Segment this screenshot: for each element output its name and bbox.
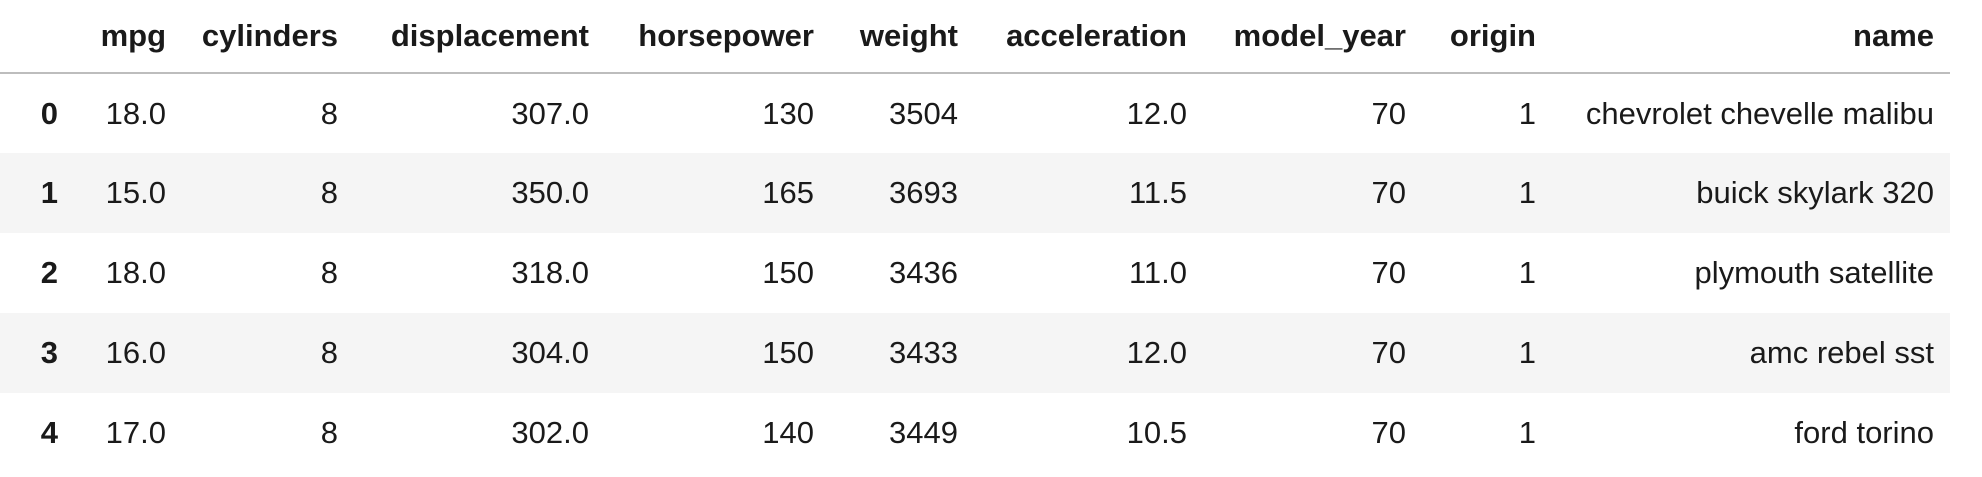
cell-weight: 3693 — [889, 175, 958, 210]
row-index: 2 — [40, 255, 58, 290]
header-row: mpg cylinders displacement horsepower we… — [0, 0, 1950, 74]
row-index: 0 — [40, 95, 58, 131]
header-acceleration: acceleration — [958, 0, 1187, 74]
header-model-year: model_year — [1187, 0, 1406, 74]
cell-displacement: 318.0 — [511, 255, 589, 290]
cell-mpg: 15.0 — [105, 175, 166, 210]
header-cylinders: cylinders — [166, 0, 338, 74]
cell-cylinders: 8 — [320, 415, 338, 450]
cell-acceleration: 11.5 — [1128, 175, 1187, 210]
cell-acceleration: 12.0 — [1126, 95, 1187, 131]
table-header: mpg cylinders displacement horsepower we… — [0, 0, 1950, 74]
cell-model-year: 70 — [1371, 255, 1406, 290]
cell-displacement: 350.0 — [511, 175, 589, 210]
cell-displacement: 304.0 — [511, 335, 589, 370]
cell-model-year: 70 — [1371, 175, 1406, 210]
table-body: 0 18.0 8 307.0 130 3504 12.0 70 1 chevro… — [0, 73, 1950, 473]
cell-origin: 1 — [1518, 415, 1536, 450]
cell-displacement: 307.0 — [511, 95, 589, 131]
cell-acceleration: 11.0 — [1128, 255, 1187, 290]
cell-horsepower: 140 — [762, 415, 814, 450]
header-origin: origin — [1406, 0, 1536, 74]
cell-mpg: 18.0 — [105, 95, 166, 131]
row-index: 3 — [40, 335, 58, 370]
cell-weight: 3449 — [889, 415, 958, 450]
cell-name: buick skylark 320 — [1696, 175, 1934, 210]
cell-mpg: 17.0 — [105, 415, 166, 450]
cell-cylinders: 8 — [320, 335, 338, 370]
cell-acceleration: 10.5 — [1126, 415, 1187, 450]
cell-cylinders: 8 — [320, 255, 338, 290]
cell-name: ford torino — [1794, 415, 1934, 450]
cell-name: amc rebel sst — [1749, 335, 1934, 370]
cell-displacement: 302.0 — [511, 415, 589, 450]
row-index: 1 — [40, 175, 58, 210]
cell-name: plymouth satellite — [1694, 255, 1934, 290]
cell-horsepower: 150 — [762, 335, 814, 370]
row-index: 4 — [40, 415, 58, 450]
cell-model-year: 70 — [1371, 95, 1406, 131]
cell-cylinders: 8 — [320, 175, 338, 210]
header-horsepower: horsepower — [589, 0, 814, 74]
dataframe-table: mpg cylinders displacement horsepower we… — [0, 0, 1950, 473]
table-row: 3 16.0 8 304.0 150 3433 12.0 70 1 amc re… — [0, 313, 1950, 393]
cell-origin: 1 — [1518, 175, 1536, 210]
cell-acceleration: 12.0 — [1126, 335, 1187, 370]
table-row: 2 18.0 8 318.0 150 3436 11.0 70 1 plymou… — [0, 233, 1950, 313]
table-row: 4 17.0 8 302.0 140 3449 10.5 70 1 ford t… — [0, 393, 1950, 473]
cell-mpg: 18.0 — [105, 255, 166, 290]
cell-mpg: 16.0 — [105, 335, 166, 370]
cell-weight: 3433 — [889, 335, 958, 370]
cell-horsepower: 150 — [762, 255, 814, 290]
cell-model-year: 70 — [1371, 335, 1406, 370]
header-mpg: mpg — [58, 0, 166, 74]
header-index — [0, 0, 58, 74]
table-row: 0 18.0 8 307.0 130 3504 12.0 70 1 chevro… — [0, 73, 1950, 153]
cell-origin: 1 — [1518, 335, 1536, 370]
cell-weight: 3436 — [889, 255, 958, 290]
header-weight: weight — [814, 0, 958, 74]
header-name: name — [1536, 0, 1950, 74]
table-row: 1 15.0 8 350.0 165 3693 11.5 70 1 buick … — [0, 153, 1950, 233]
cell-model-year: 70 — [1371, 415, 1406, 450]
header-displacement: displacement — [338, 0, 589, 74]
cell-cylinders: 8 — [320, 95, 338, 131]
cell-origin: 1 — [1518, 255, 1536, 290]
cell-horsepower: 165 — [762, 175, 814, 210]
cell-name: chevrolet chevelle malibu — [1585, 95, 1934, 131]
cell-horsepower: 130 — [762, 95, 814, 131]
cell-origin: 1 — [1518, 95, 1536, 131]
cell-weight: 3504 — [889, 95, 958, 131]
